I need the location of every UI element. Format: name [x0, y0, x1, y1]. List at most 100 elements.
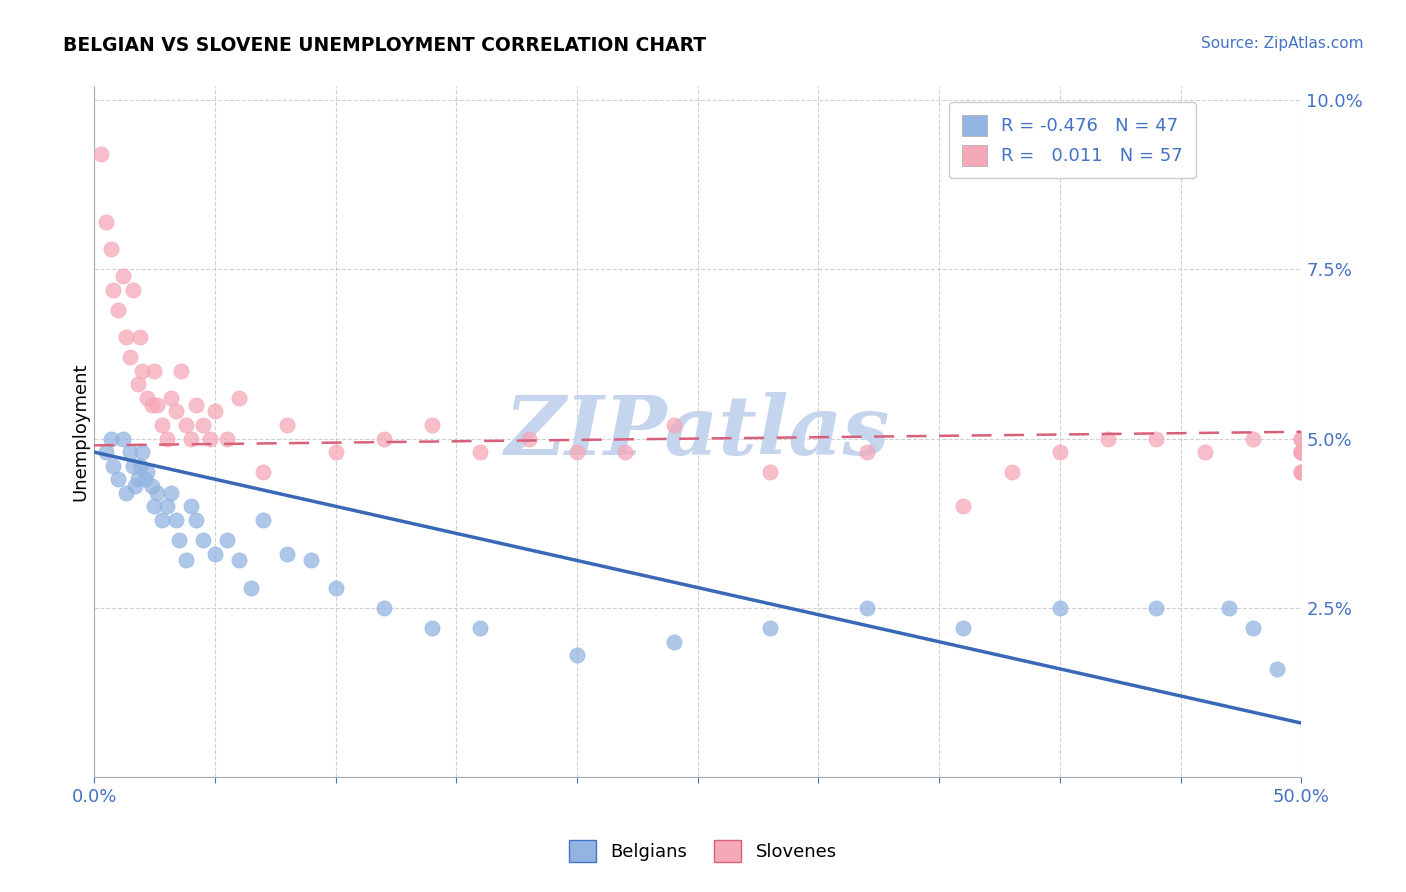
Point	[252, 513, 274, 527]
Point	[120, 445, 142, 459]
Point	[228, 553, 250, 567]
Point	[103, 283, 125, 297]
Point	[565, 445, 588, 459]
Point	[107, 302, 129, 317]
Point	[160, 391, 183, 405]
Point	[167, 533, 190, 548]
Point	[141, 479, 163, 493]
Point	[1291, 445, 1313, 459]
Point	[141, 398, 163, 412]
Point	[325, 445, 347, 459]
Point	[127, 377, 149, 392]
Point	[100, 432, 122, 446]
Point	[276, 417, 298, 432]
Point	[240, 581, 263, 595]
Point	[1291, 445, 1313, 459]
Point	[276, 547, 298, 561]
Point	[299, 553, 322, 567]
Point	[1265, 662, 1288, 676]
Point	[184, 513, 207, 527]
Point	[565, 648, 588, 663]
Point	[1291, 466, 1313, 480]
Point	[143, 500, 166, 514]
Point	[174, 553, 197, 567]
Point	[107, 472, 129, 486]
Point	[198, 432, 221, 446]
Point	[96, 445, 118, 459]
Point	[121, 283, 143, 297]
Point	[170, 364, 193, 378]
Point	[215, 432, 238, 446]
Point	[100, 242, 122, 256]
Point	[470, 445, 492, 459]
Point	[1241, 432, 1264, 446]
Point	[96, 215, 118, 229]
Point	[120, 351, 142, 365]
Point	[662, 634, 685, 648]
Point	[114, 485, 136, 500]
Point	[146, 398, 169, 412]
Point	[112, 268, 135, 283]
Point	[143, 364, 166, 378]
Point	[150, 513, 173, 527]
Point	[325, 581, 347, 595]
Point	[160, 485, 183, 500]
Point	[420, 417, 443, 432]
Point	[136, 466, 159, 480]
Point	[114, 330, 136, 344]
Point	[614, 445, 637, 459]
Legend: Belgians, Slovenes: Belgians, Slovenes	[562, 833, 844, 870]
Point	[1291, 466, 1313, 480]
Point	[1291, 432, 1313, 446]
Point	[103, 458, 125, 473]
Point	[121, 458, 143, 473]
Point	[470, 621, 492, 635]
Point	[855, 600, 877, 615]
Point	[1218, 600, 1240, 615]
Point	[1194, 445, 1216, 459]
Point	[1241, 621, 1264, 635]
Point	[1291, 445, 1313, 459]
Y-axis label: Unemployment: Unemployment	[72, 362, 89, 501]
Point	[204, 547, 226, 561]
Point	[204, 404, 226, 418]
Point	[134, 472, 156, 486]
Point	[517, 432, 540, 446]
Point	[215, 533, 238, 548]
Point	[131, 364, 153, 378]
Text: ZIPatlas: ZIPatlas	[505, 392, 890, 472]
Point	[759, 621, 782, 635]
Point	[855, 445, 877, 459]
Point	[136, 391, 159, 405]
Point	[662, 417, 685, 432]
Point	[165, 404, 187, 418]
Point	[952, 621, 974, 635]
Legend: R = -0.476   N = 47, R =   0.011   N = 57: R = -0.476 N = 47, R = 0.011 N = 57	[949, 103, 1195, 178]
Point	[1291, 432, 1313, 446]
Point	[129, 458, 152, 473]
Point	[373, 600, 395, 615]
Point	[1049, 445, 1071, 459]
Point	[191, 533, 214, 548]
Point	[131, 445, 153, 459]
Text: BELGIAN VS SLOVENE UNEMPLOYMENT CORRELATION CHART: BELGIAN VS SLOVENE UNEMPLOYMENT CORRELAT…	[63, 36, 706, 54]
Point	[124, 479, 146, 493]
Point	[228, 391, 250, 405]
Point	[1000, 466, 1022, 480]
Point	[1291, 445, 1313, 459]
Point	[155, 500, 177, 514]
Point	[150, 417, 173, 432]
Point	[180, 432, 202, 446]
Point	[146, 485, 169, 500]
Point	[191, 417, 214, 432]
Point	[184, 398, 207, 412]
Point	[127, 472, 149, 486]
Point	[90, 147, 112, 161]
Point	[373, 432, 395, 446]
Point	[1144, 432, 1167, 446]
Text: Source: ZipAtlas.com: Source: ZipAtlas.com	[1201, 36, 1364, 51]
Point	[1049, 600, 1071, 615]
Point	[252, 466, 274, 480]
Point	[420, 621, 443, 635]
Point	[174, 417, 197, 432]
